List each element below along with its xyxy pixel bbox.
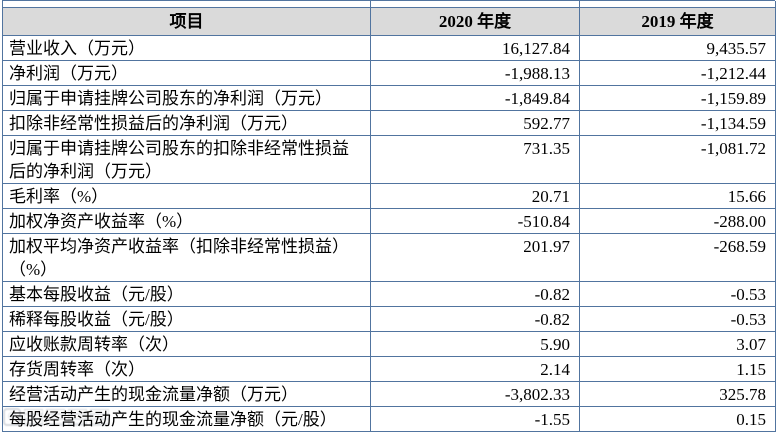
table-row: 毛利率（%） 20.71 15.66 xyxy=(3,184,776,209)
table-row: 应收账款周转率（次） 5.90 3.07 xyxy=(3,332,776,357)
row-item-label: 存货周转率（次） xyxy=(3,357,371,382)
table-header-row: 项目 2020 年度 2019 年度 xyxy=(3,7,776,36)
cutoff-cell xyxy=(371,1,580,7)
value-2019: 9,435.57 xyxy=(580,36,776,61)
value-2020: 731.35 xyxy=(371,136,580,184)
row-item-label: 应收账款周转率（次） xyxy=(3,332,371,357)
cutoff-cell xyxy=(580,1,776,7)
row-item-label: 稀释每股收益（元/股） xyxy=(3,307,371,332)
row-item-label: 基本每股收益（元/股） xyxy=(3,282,371,307)
table-row: 归属于申请挂牌公司股东的扣除非经常性损益 后的净利润（万元） 731.35 -1… xyxy=(3,136,776,184)
value-2019: -1,159.89 xyxy=(580,86,776,111)
value-2020: -1.55 xyxy=(371,407,580,432)
value-2019: -0.53 xyxy=(580,282,776,307)
table-row: 营业收入（万元） 16,127.84 9,435.57 xyxy=(3,36,776,61)
value-2019: 3.07 xyxy=(580,332,776,357)
value-2020: -1,988.13 xyxy=(371,61,580,86)
value-2019: -268.59 xyxy=(580,234,776,282)
value-2020: 20.71 xyxy=(371,184,580,209)
value-2020: -3,802.33 xyxy=(371,382,580,407)
row-item-label: 毛利率（%） xyxy=(3,184,371,209)
table-row: 经营活动产生的现金流量净额（万元） -3,802.33 325.78 xyxy=(3,382,776,407)
table-row: 归属于申请挂牌公司股东的净利润（万元） -1,849.84 -1,159.89 xyxy=(3,86,776,111)
table-row: 基本每股收益（元/股） -0.82 -0.53 xyxy=(3,282,776,307)
table-row: 稀释每股收益（元/股） -0.82 -0.53 xyxy=(3,307,776,332)
row-item-label: 每股经营活动产生的现金流量净额（元/股） xyxy=(3,407,371,432)
value-2019: 0.15 xyxy=(580,407,776,432)
table-row: 扣除非经常性损益后的净利润（万元） 592.77 -1,134.59 xyxy=(3,111,776,136)
table-row: 存货周转率（次） 2.14 1.15 xyxy=(3,357,776,382)
header-2019: 2019 年度 xyxy=(580,7,776,36)
value-2019: -1,081.72 xyxy=(580,136,776,184)
value-2019: 325.78 xyxy=(580,382,776,407)
value-2020: 592.77 xyxy=(371,111,580,136)
value-2020: 16,127.84 xyxy=(371,36,580,61)
value-2019: -1,212.44 xyxy=(580,61,776,86)
value-2019: 15.66 xyxy=(580,184,776,209)
row-item-label: 归属于申请挂牌公司股东的净利润（万元） xyxy=(3,86,371,111)
value-2019: -1,134.59 xyxy=(580,111,776,136)
row-item-label: 加权平均净资产收益率（扣除非经常性损益） （%） xyxy=(3,234,371,282)
value-2019: -0.53 xyxy=(580,307,776,332)
row-item-label: 扣除非经常性损益后的净利润（万元） xyxy=(3,111,371,136)
row-item-label: 经营活动产生的现金流量净额（万元） xyxy=(3,382,371,407)
value-2020: -0.82 xyxy=(371,282,580,307)
value-2020: -510.84 xyxy=(371,209,580,234)
cutoff-row-fragment xyxy=(3,0,776,7)
value-2019: -288.00 xyxy=(580,209,776,234)
value-2020: 5.90 xyxy=(371,332,580,357)
value-2020: -1,849.84 xyxy=(371,86,580,111)
table-row: 加权净资产收益率（%） -510.84 -288.00 xyxy=(3,209,776,234)
value-2019: 1.15 xyxy=(580,357,776,382)
header-2020: 2020 年度 xyxy=(371,7,580,36)
cutoff-cell xyxy=(3,1,371,7)
value-2020: 2.14 xyxy=(371,357,580,382)
table-row: 每股经营活动产生的现金流量净额（元/股） -1.55 0.15 xyxy=(3,407,776,432)
row-item-label: 加权净资产收益率（%） xyxy=(3,209,371,234)
row-item-label: 归属于申请挂牌公司股东的扣除非经常性损益 后的净利润（万元） xyxy=(3,136,371,184)
table-row: 加权平均净资产收益率（扣除非经常性损益） （%） 201.97 -268.59 xyxy=(3,234,776,282)
table-row: 净利润（万元） -1,988.13 -1,212.44 xyxy=(3,61,776,86)
row-item-label: 净利润（万元） xyxy=(3,61,371,86)
value-2020: 201.97 xyxy=(371,234,580,282)
row-item-label: 营业收入（万元） xyxy=(3,36,371,61)
value-2020: -0.82 xyxy=(371,307,580,332)
header-item: 项目 xyxy=(3,7,371,36)
